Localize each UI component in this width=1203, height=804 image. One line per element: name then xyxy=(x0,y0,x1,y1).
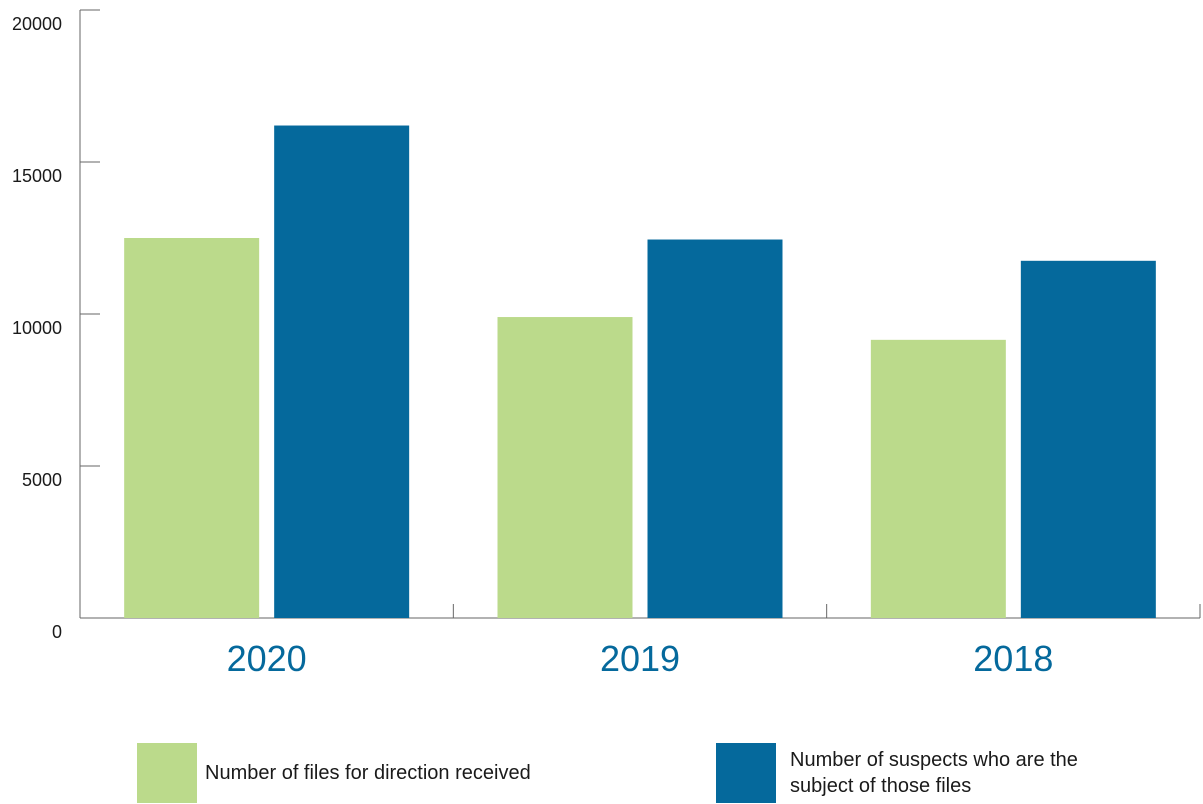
x-tick-label: 2018 xyxy=(973,638,1053,679)
x-tick-label: 2020 xyxy=(227,638,307,679)
legend-label-files: Number of files for direction received xyxy=(205,762,531,784)
bar-2018-series-2 xyxy=(1020,260,1156,618)
x-tick-label: 2019 xyxy=(600,638,680,679)
bar-2019-series-2 xyxy=(647,239,783,618)
legend-label-suspects: Number of suspects who are the subject o… xyxy=(790,747,1078,799)
bar-2020-series-2 xyxy=(274,125,410,619)
y-tick-label: 20000 xyxy=(12,14,62,34)
bar-2019-series-1 xyxy=(497,317,633,618)
legend-swatch-suspects xyxy=(716,743,776,803)
y-tick-label: 0 xyxy=(52,622,62,642)
y-tick-label: 5000 xyxy=(22,470,62,490)
legend-label-suspects-line2: subject of those files xyxy=(790,775,972,797)
bar-chart: 0 5000 10000 15000 20000 2020 2019 2018 xyxy=(12,9,1201,679)
y-axis-ticks: 0 5000 10000 15000 20000 xyxy=(12,9,100,642)
y-tick-label: 15000 xyxy=(12,166,62,186)
bar-2018-series-1 xyxy=(870,339,1006,618)
legend-label-suspects-line1: Number of suspects who are the xyxy=(790,749,1078,771)
legend-swatch-files xyxy=(137,743,197,803)
bars xyxy=(124,125,1156,619)
bar-2020-series-1 xyxy=(124,238,260,618)
y-tick-label: 10000 xyxy=(12,318,62,338)
x-axis-ticks: 2020 2019 2018 xyxy=(227,604,1201,679)
legend-item-files: Number of files for direction received xyxy=(137,743,531,803)
legend-item-suspects: Number of suspects who are the subject o… xyxy=(716,743,1078,803)
